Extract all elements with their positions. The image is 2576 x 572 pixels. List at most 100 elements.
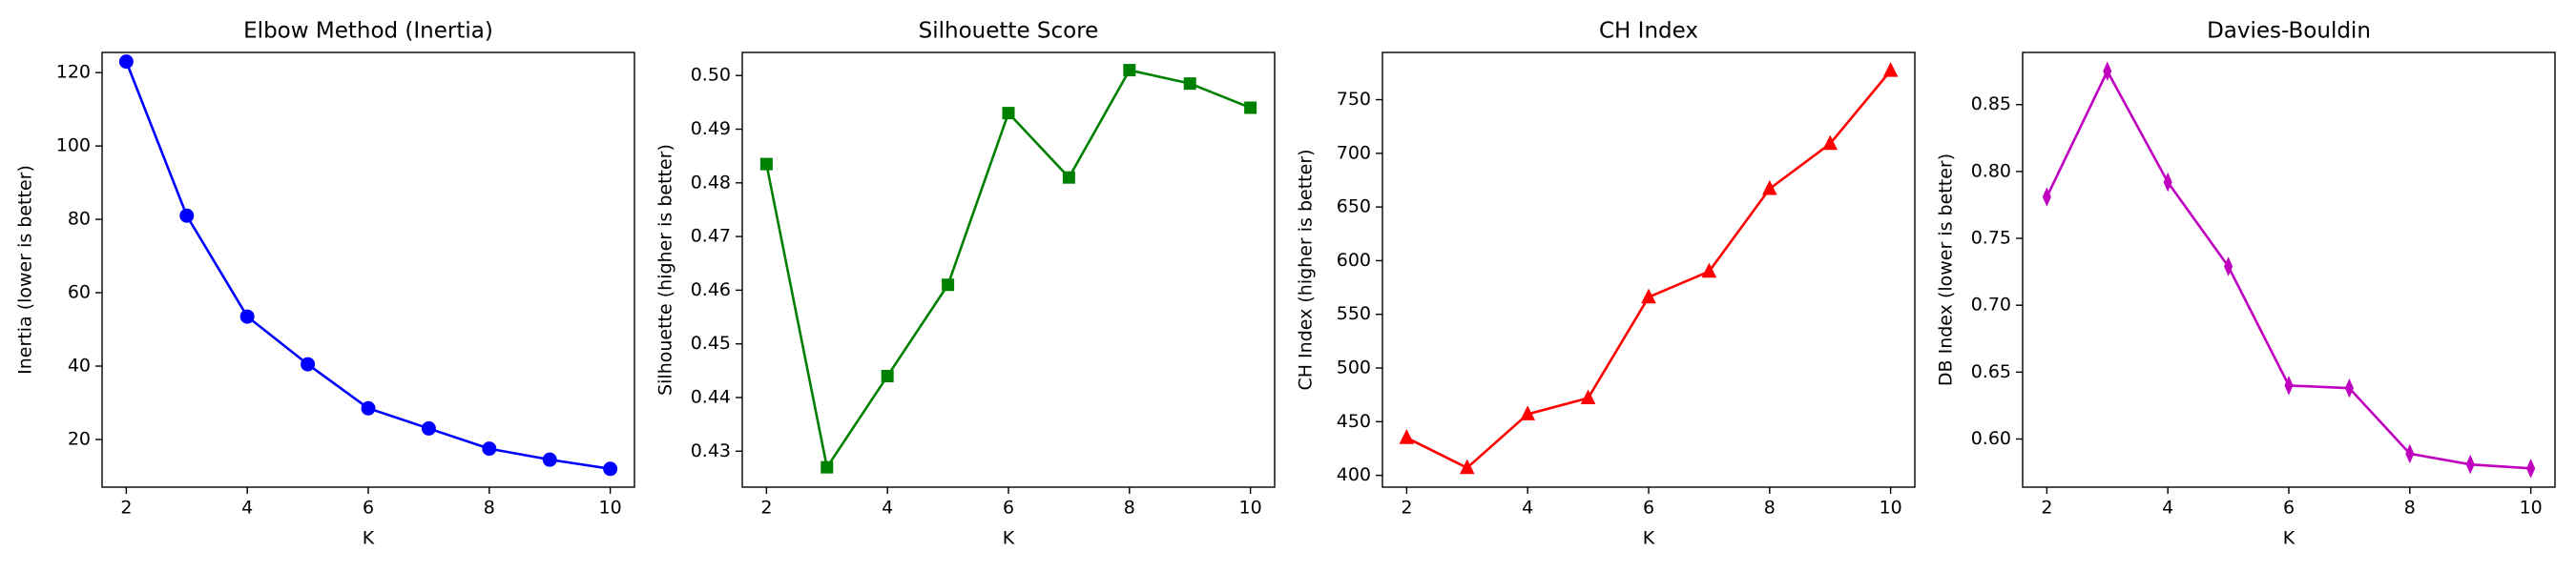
- y-tick-label: 0.46: [691, 279, 731, 300]
- y-tick-label: 0.44: [691, 386, 731, 407]
- marker: [1641, 288, 1656, 304]
- y-tick-label: 750: [1337, 89, 1371, 110]
- x-tick-label: 8: [1764, 498, 1776, 519]
- marker: [1882, 62, 1899, 77]
- x-tick-label: 6: [1003, 498, 1014, 519]
- x-axis-label: K: [1643, 528, 1655, 549]
- marker: [301, 357, 316, 372]
- x-tick-label: 4: [2162, 498, 2173, 519]
- marker: [2163, 172, 2172, 193]
- plot-area: [1381, 51, 1916, 488]
- y-tick-label: 120: [56, 62, 91, 83]
- subplot: Davies-Bouldin K DB Index (lower is better…: [1936, 19, 2556, 549]
- marker: [2284, 376, 2294, 396]
- x-tick-label: 6: [1643, 498, 1654, 519]
- subplot: CH Index K CH Index (higher is better) 2 4 6 8…: [1296, 19, 1916, 549]
- y-tick-label: 400: [1337, 464, 1371, 485]
- marker: [2344, 378, 2354, 398]
- marker: [1399, 429, 1415, 444]
- marker: [118, 54, 134, 70]
- x-tick-label: 6: [363, 498, 374, 519]
- y-tick-label: 550: [1337, 303, 1371, 324]
- y-tick-label: 0.48: [691, 172, 731, 193]
- y-axis-label: Inertia (lower is better): [15, 165, 36, 375]
- plot-area: [741, 51, 1276, 488]
- marker: [2224, 256, 2233, 276]
- x-tick-label: 2: [1401, 498, 1412, 519]
- marker: [821, 460, 834, 474]
- y-tick-label: 600: [1337, 250, 1371, 271]
- x-tick-label: 2: [760, 498, 772, 519]
- x-tick-label: 10: [2520, 498, 2543, 519]
- marker: [482, 441, 497, 457]
- y-tick-label: 450: [1337, 411, 1371, 432]
- chart-title: Elbow Method (Inertia): [243, 19, 493, 44]
- y-tick-label: 0.70: [1971, 295, 2011, 316]
- chart-title: CH Index: [1599, 19, 1698, 44]
- marker: [603, 461, 618, 477]
- subplot: Elbow Method (Inertia) K Inertia (lower is…: [15, 19, 635, 549]
- marker: [1822, 134, 1839, 151]
- marker: [759, 157, 773, 171]
- y-tick-label: 100: [56, 135, 91, 156]
- marker: [421, 420, 436, 436]
- x-tick-label: 4: [1522, 498, 1533, 519]
- y-tick-label: 650: [1337, 196, 1371, 217]
- plot-area: [2022, 51, 2556, 488]
- y-tick-label: 40: [68, 356, 91, 377]
- marker: [1762, 179, 1777, 195]
- x-axis-label: K: [2283, 528, 2296, 549]
- x-tick-label: 10: [599, 498, 622, 519]
- x-tick-label: 4: [882, 498, 893, 519]
- marker: [2465, 454, 2475, 475]
- marker: [179, 208, 195, 223]
- marker: [2405, 443, 2415, 464]
- marker: [1123, 64, 1136, 77]
- x-axis-label: K: [363, 528, 375, 549]
- marker: [1244, 101, 1257, 114]
- y-tick-label: 0.47: [691, 226, 731, 247]
- plot-area: [101, 51, 635, 488]
- y-tick-label: 60: [68, 282, 91, 303]
- marker: [542, 452, 557, 467]
- marker: [1062, 171, 1075, 184]
- x-tick-label: 6: [2283, 498, 2295, 519]
- x-tick-label: 8: [484, 498, 495, 519]
- y-tick-label: 20: [68, 428, 91, 449]
- marker: [1002, 107, 1015, 120]
- y-tick-label: 0.43: [691, 440, 731, 461]
- chart-title: Davies-Bouldin: [2207, 19, 2371, 44]
- marker: [361, 400, 376, 416]
- y-tick-label: 0.60: [1971, 428, 2011, 449]
- marker: [1520, 405, 1535, 420]
- x-tick-label: 2: [120, 498, 132, 519]
- y-tick-label: 0.50: [691, 65, 731, 86]
- x-tick-label: 2: [2041, 498, 2052, 519]
- x-tick-label: 10: [1239, 498, 1262, 519]
- marker: [2526, 459, 2536, 479]
- y-tick-label: 700: [1337, 142, 1371, 163]
- marker: [239, 309, 255, 324]
- x-axis-label: K: [1003, 528, 1015, 549]
- y-tick-label: 0.85: [1971, 93, 2011, 114]
- marker: [1183, 77, 1196, 91]
- marker: [1701, 262, 1717, 278]
- x-tick-label: 10: [1880, 498, 1902, 519]
- marker: [1459, 459, 1475, 475]
- chart-title: Silhouette Score: [919, 19, 1099, 44]
- x-tick-label: 4: [241, 498, 253, 519]
- y-tick-label: 80: [68, 209, 91, 230]
- y-axis-label: Silhouette (higher is better): [655, 144, 676, 396]
- y-tick-label: 0.49: [691, 118, 731, 139]
- marker: [1580, 389, 1596, 405]
- marker: [2042, 187, 2051, 207]
- marker: [942, 278, 955, 292]
- y-tick-label: 0.75: [1971, 228, 2011, 249]
- x-tick-label: 8: [2404, 498, 2416, 519]
- y-tick-label: 500: [1337, 358, 1371, 378]
- y-axis-label: CH Index (higher is better): [1296, 149, 1317, 390]
- y-axis-label: DB Index (lower is better): [1936, 153, 1957, 386]
- subplot: Silhouette Score K Silhouette (higher is b…: [655, 19, 1276, 549]
- y-tick-label: 0.65: [1971, 361, 2011, 382]
